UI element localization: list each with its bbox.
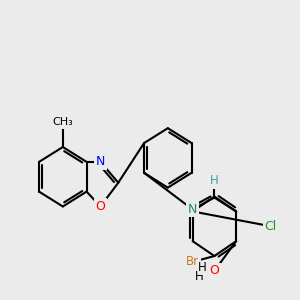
Text: H: H [198,261,207,274]
Text: CH₃: CH₃ [52,117,73,127]
Text: Cl: Cl [265,220,277,233]
Text: O: O [95,200,105,213]
Text: N: N [188,203,197,216]
Text: H: H [210,174,219,187]
Text: O: O [209,264,219,278]
Text: Br: Br [186,256,199,268]
Text: H: H [195,270,204,283]
Text: N: N [96,155,105,168]
